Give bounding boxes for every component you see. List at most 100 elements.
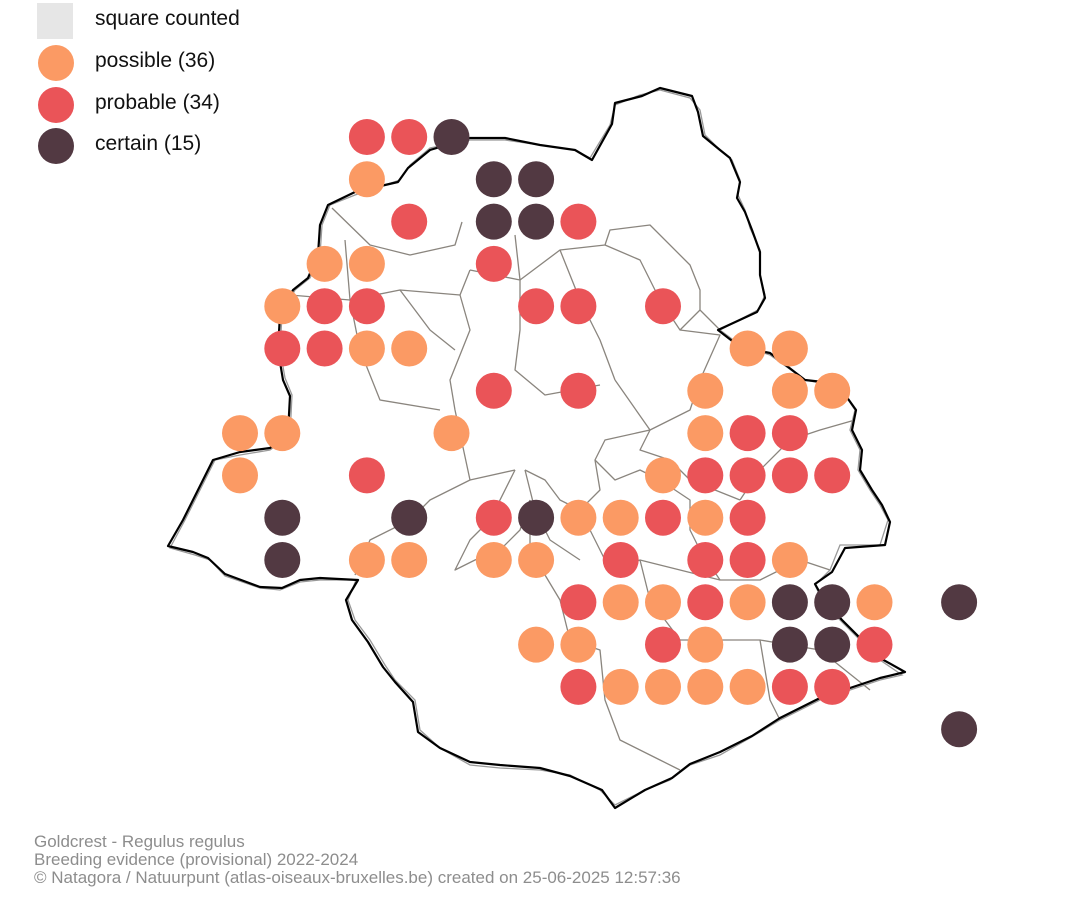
- possible-square-marker: [687, 626, 724, 663]
- possible-square-marker: [475, 542, 512, 578]
- probable-square-marker: [729, 457, 766, 494]
- possible-square-marker: [771, 542, 808, 578]
- certain-square-marker: [814, 584, 851, 621]
- possible-square-marker: [348, 161, 385, 198]
- possible-swatch: [38, 45, 74, 81]
- certain-square-marker: [814, 626, 851, 663]
- legend-label: probable (34): [95, 91, 220, 114]
- possible-square-marker: [348, 330, 385, 367]
- possible-square-marker: [602, 584, 639, 621]
- probable-square-marker: [560, 668, 597, 705]
- certain-square-marker: [771, 584, 808, 621]
- possible-square-marker: [222, 457, 258, 494]
- possible-square-marker: [771, 372, 808, 409]
- probable-square-marker: [814, 668, 851, 705]
- possible-square-marker: [729, 584, 766, 621]
- probable-square-marker: [391, 119, 428, 155]
- observation-squares: [222, 119, 978, 748]
- possible-square-marker: [814, 372, 851, 409]
- possible-square-marker: [645, 584, 681, 621]
- possible-square-marker: [729, 668, 766, 705]
- certain-square-marker: [475, 161, 512, 198]
- certain-square-marker: [264, 499, 301, 536]
- possible-square-marker: [602, 499, 639, 536]
- probable-square-marker: [306, 330, 343, 367]
- probable-square-marker: [560, 584, 597, 621]
- probable-square-marker: [475, 372, 512, 409]
- probable-square-marker: [645, 499, 681, 536]
- legend-label: certain (15): [95, 132, 202, 155]
- probable-square-marker: [687, 584, 724, 621]
- probable-square-marker: [475, 499, 512, 536]
- probable-square-marker: [348, 288, 385, 325]
- legend-item-counted: square counted: [34, 1, 334, 41]
- possible-square-marker: [348, 542, 385, 578]
- probable-square-marker: [348, 457, 385, 494]
- possible-square-marker: [560, 499, 597, 536]
- certain-square-marker: [433, 119, 470, 155]
- probable-square-marker: [687, 457, 724, 494]
- probable-square-marker: [729, 415, 766, 452]
- certain-swatch: [38, 128, 74, 164]
- possible-square-marker: [433, 415, 470, 452]
- probable-square-marker: [306, 288, 343, 325]
- possible-square-marker: [645, 457, 681, 494]
- probable-square-marker: [475, 245, 512, 282]
- possible-square-marker: [602, 668, 639, 705]
- probable-square-marker: [814, 457, 851, 494]
- possible-square-marker: [264, 415, 301, 452]
- possible-square-marker: [645, 668, 681, 705]
- certain-square-marker: [941, 584, 978, 621]
- map-credit: © Natagora / Natuurpunt (atlas-oiseaux-b…: [34, 868, 681, 887]
- probable-square-marker: [729, 499, 766, 536]
- probable-square-marker: [602, 542, 639, 578]
- probable-square-marker: [264, 330, 301, 367]
- probable-square-marker: [729, 542, 766, 578]
- certain-square-marker: [475, 203, 512, 240]
- probable-swatch: [38, 87, 74, 123]
- probable-square-marker: [518, 288, 555, 325]
- probable-square-marker: [687, 542, 724, 578]
- possible-square-marker: [856, 584, 893, 621]
- legend-label: possible (36): [95, 49, 216, 72]
- probable-square-marker: [560, 288, 597, 325]
- possible-square-marker: [518, 626, 555, 663]
- probable-square-marker: [645, 288, 681, 325]
- species-name: Goldcrest - Regulus regulus: [34, 832, 245, 851]
- certain-square-marker: [518, 499, 555, 536]
- certain-square-marker: [771, 626, 808, 663]
- possible-square-marker: [391, 330, 428, 367]
- probable-square-marker: [771, 668, 808, 705]
- possible-square-marker: [391, 542, 428, 578]
- possible-square-marker: [518, 542, 555, 578]
- possible-square-marker: [771, 330, 808, 367]
- probable-square-marker: [645, 626, 681, 663]
- legend-label: square counted: [95, 7, 240, 30]
- possible-square-marker: [687, 372, 724, 409]
- map-caption: Goldcrest - Regulus regulus Breeding evi…: [34, 833, 681, 887]
- legend-item-probable: probable (34): [34, 85, 334, 125]
- possible-square-marker: [306, 245, 343, 282]
- legend-item-possible: possible (36): [34, 43, 334, 83]
- probable-square-marker: [348, 119, 385, 155]
- possible-square-marker: [729, 330, 766, 367]
- probable-square-marker: [771, 457, 808, 494]
- probable-square-marker: [856, 626, 893, 663]
- certain-square-marker: [391, 499, 428, 536]
- possible-square-marker: [348, 245, 385, 282]
- certain-square-marker: [518, 203, 555, 240]
- possible-square-marker: [264, 288, 301, 325]
- possible-square-marker: [560, 626, 597, 663]
- probable-square-marker: [560, 372, 597, 409]
- possible-square-marker: [687, 499, 724, 536]
- possible-square-marker: [687, 415, 724, 452]
- probable-square-marker: [771, 415, 808, 452]
- probable-square-marker: [560, 203, 597, 240]
- possible-square-marker: [222, 415, 258, 452]
- probable-square-marker: [391, 203, 428, 240]
- certain-square-marker: [264, 542, 301, 578]
- square-counted-swatch: [37, 3, 73, 39]
- certain-square-marker: [941, 711, 978, 748]
- legend-item-certain: certain (15): [34, 126, 334, 166]
